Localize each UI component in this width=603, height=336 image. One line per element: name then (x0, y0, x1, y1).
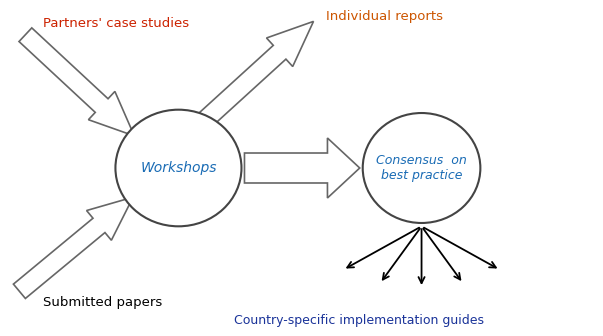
Ellipse shape (115, 110, 241, 226)
Polygon shape (13, 197, 133, 298)
Polygon shape (244, 138, 360, 198)
Polygon shape (194, 22, 314, 131)
Text: Individual reports: Individual reports (326, 10, 443, 23)
Ellipse shape (363, 113, 481, 223)
Text: Workshops: Workshops (140, 161, 216, 175)
Text: Consensus  on
best practice: Consensus on best practice (376, 154, 467, 182)
Text: Submitted papers: Submitted papers (43, 296, 163, 309)
Text: Partners' case studies: Partners' case studies (43, 16, 189, 30)
Polygon shape (19, 28, 134, 136)
Text: Country-specific implementation guides: Country-specific implementation guides (233, 314, 484, 327)
